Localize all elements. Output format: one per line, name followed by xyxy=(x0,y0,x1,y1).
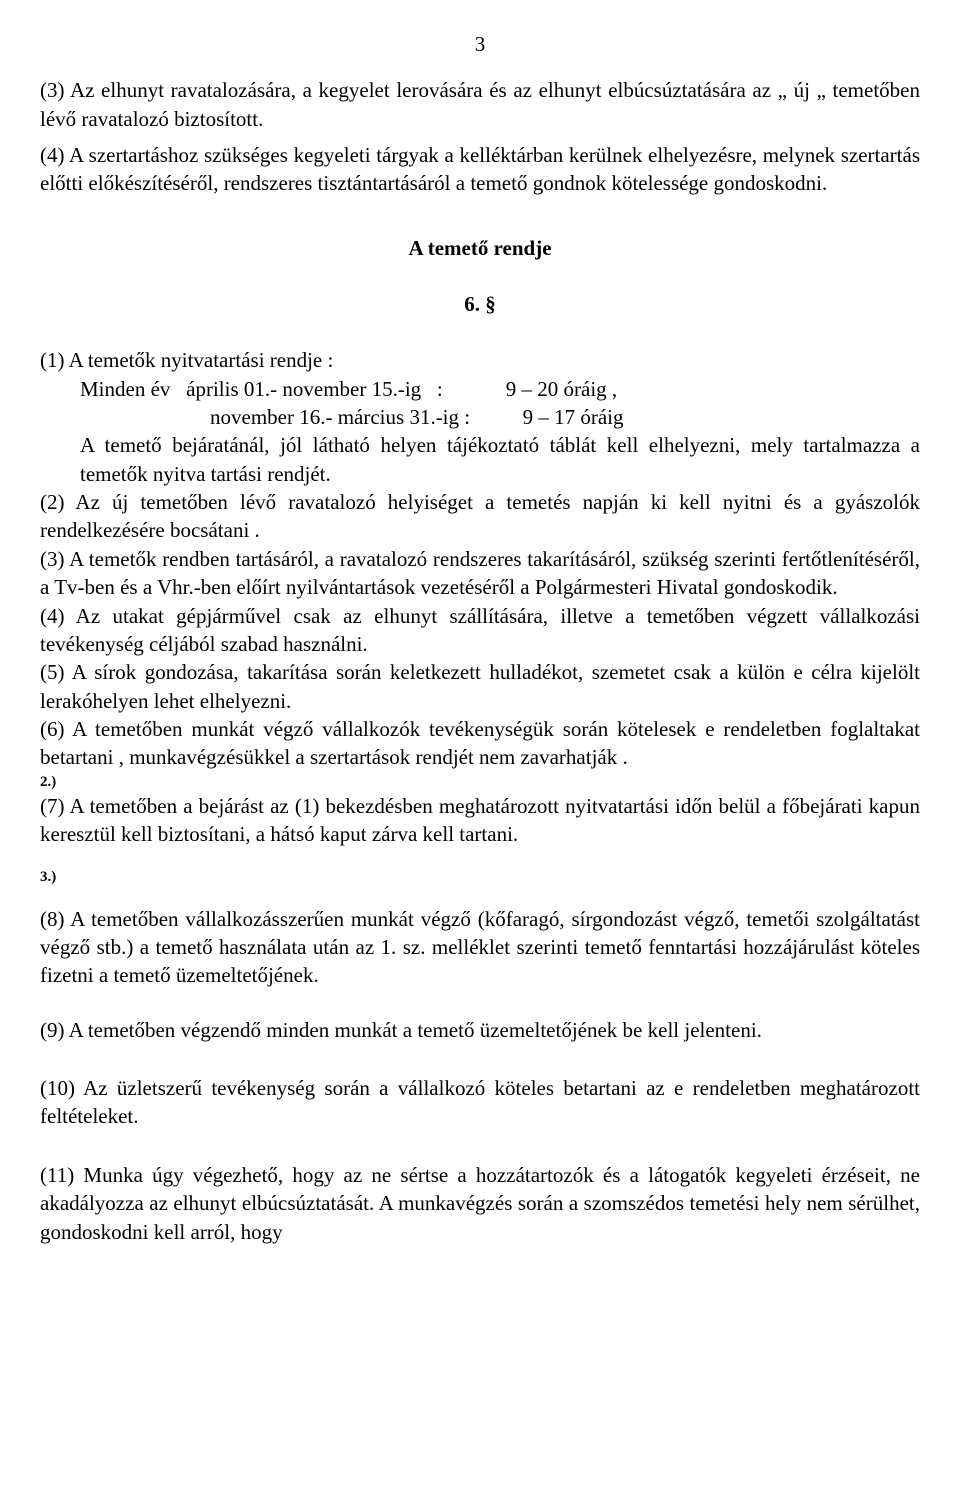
sec6-p4: (4) Az utakat gépjárművel csak az elhuny… xyxy=(40,602,920,659)
marker-2: 2.) xyxy=(40,772,920,792)
sec6-p1-line3: november 16.- március 31.-ig : 9 – 17 ór… xyxy=(40,403,920,431)
sec6-p10: (10) Az üzletszerű tevékenység során a v… xyxy=(40,1074,920,1131)
sec6-p2: (2) Az új temetőben lévő ravatalozó hely… xyxy=(40,488,920,545)
sec6-p1-line4: A temető bejáratánál, jól látható helyen… xyxy=(40,431,920,488)
sec6-p6: (6) A temetőben munkát végző vállalkozók… xyxy=(40,715,920,772)
section-title: A temető rendje xyxy=(40,234,920,262)
para-4: (4) A szertartáshoz szükséges kegyeleti … xyxy=(40,141,920,198)
para-3: (3) Az elhunyt ravatalozására, a kegyele… xyxy=(40,76,920,133)
sec6-p5: (5) A sírok gondozása, takarítása során … xyxy=(40,658,920,715)
sec6-p1-line1: (1) A temetők nyitvatartási rendje : xyxy=(40,346,920,374)
marker-3: 3.) xyxy=(40,867,920,887)
section-number: 6. § xyxy=(40,290,920,318)
sec6-p1-line2: Minden év április 01.- november 15.-ig :… xyxy=(40,375,920,403)
sec6-p7: (7) A temetőben a bejárást az (1) bekezd… xyxy=(40,792,920,849)
sec6-p3: (3) A temetők rendben tartásáról, a rava… xyxy=(40,545,920,602)
sec6-p11: (11) Munka úgy végezhető, hogy az ne sér… xyxy=(40,1161,920,1246)
page-number: 3 xyxy=(40,30,920,58)
sec6-p9: (9) A temetőben végzendő minden munkát a… xyxy=(40,1016,920,1044)
sec6-p8: (8) A temetőben vállalkozásszerűen munká… xyxy=(40,905,920,990)
